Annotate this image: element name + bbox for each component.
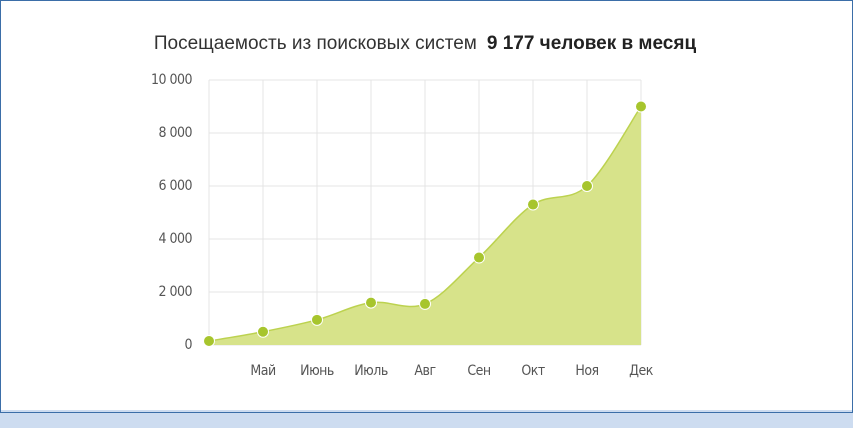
area-fill (209, 106, 641, 345)
y-tick-label: 4 000 (158, 231, 192, 247)
data-point (365, 296, 377, 309)
data-point (527, 198, 539, 211)
y-tick-label: 6 000 (158, 178, 192, 194)
data-point (473, 251, 485, 264)
footer-strip (0, 410, 853, 428)
x-tick-label: Ноя (575, 363, 598, 379)
x-tick-label: Авг (414, 363, 435, 379)
y-tick-label: 10 000 (151, 72, 193, 88)
data-point (257, 325, 269, 338)
data-point (203, 335, 215, 348)
x-tick-label: Май (250, 363, 276, 379)
x-tick-label: Дек (629, 363, 654, 379)
x-tick-label: Июнь (300, 363, 334, 379)
chart-title: Посещаемость из поисковых систем (154, 33, 477, 54)
y-tick-label: 8 000 (158, 125, 192, 141)
y-tick-label: 2 000 (158, 284, 192, 300)
data-point (311, 313, 323, 326)
chart-subtitle: 9 177 человек в месяц (487, 33, 697, 54)
y-tick-label: 0 (184, 337, 192, 353)
x-tick-label: Июль (354, 363, 388, 379)
data-point (635, 100, 647, 113)
area-line (208, 106, 642, 342)
x-tick-label: Сен (467, 363, 491, 379)
data-point (581, 180, 593, 192)
x-tick-label: Окт (521, 363, 545, 379)
chart-heading: Посещаемость из поисковых систем 9 177 че… (154, 33, 697, 54)
data-point (419, 297, 431, 310)
